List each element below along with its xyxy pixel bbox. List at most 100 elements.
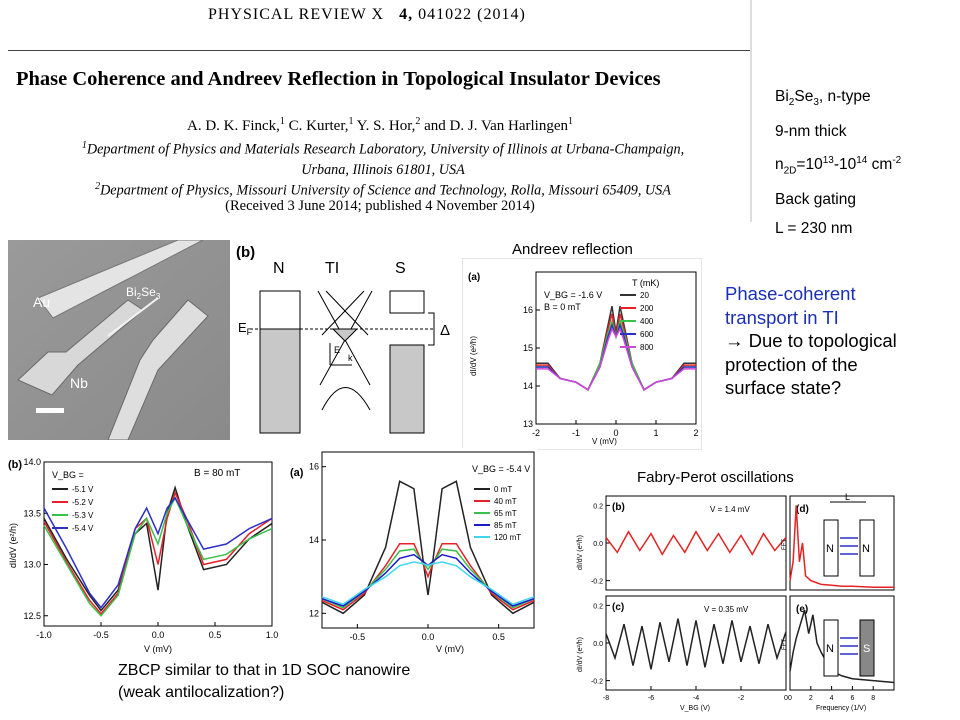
- x-tick-label: -4: [693, 695, 699, 702]
- header-rule: [8, 50, 752, 51]
- y-tick-label: -0.2: [591, 679, 603, 686]
- legend-entry: -5.1 V: [72, 485, 94, 494]
- series-line--5.3-V: [43, 496, 273, 617]
- inset-label-n1: N: [826, 543, 834, 555]
- journal-citation: PHYSICAL REVIEW X 4, 041022 (2014): [208, 6, 526, 24]
- affiliation-1-line-1: Department of Physics and Materials Rese…: [86, 141, 685, 158]
- author-4-mark: 1: [568, 116, 574, 127]
- inset-nn: L N N: [823, 492, 875, 577]
- annotation-b: B = 80 mT: [194, 468, 240, 479]
- y-tick-label: 16: [309, 462, 319, 472]
- inset-ns: N S: [823, 619, 875, 677]
- x-tick-label: 0: [784, 695, 788, 702]
- label-delta: Δ: [440, 322, 450, 339]
- author-1-mark: 1: [279, 116, 285, 127]
- device-sem-image: Au Bi2Se3 Nb: [8, 240, 230, 440]
- received-dates: (Received 3 June 2014; published 4 Novem…: [225, 198, 535, 214]
- series-line-trace: [789, 609, 895, 684]
- band-diagram: (b) N TI S EF E k Δ: [236, 244, 450, 434]
- x-tick-label: 0.5: [492, 632, 505, 642]
- phase-coherent-note: Phase-coherent transport in TI → Due to …: [725, 282, 955, 400]
- valence-band: [321, 387, 371, 411]
- inset-label-n2: N: [862, 543, 870, 555]
- x-tick-label: -2: [738, 695, 744, 702]
- label-energy: E: [334, 345, 340, 355]
- series-line--5.4-V: [43, 496, 273, 609]
- x-axis-label: V (mV): [436, 644, 464, 654]
- x-tick-label: -1: [572, 428, 580, 438]
- x-tick-label: -2: [532, 428, 540, 438]
- zbcp-line-1: ZBCP similar to that in 1D SOC nanowire: [118, 662, 411, 679]
- inset-label-l: L: [845, 492, 850, 502]
- nb-electrode-right: [107, 299, 209, 440]
- x-axis-label-e: Frequency (1/V): [816, 705, 866, 712]
- scale-bar: [36, 408, 64, 413]
- series-line-trace: [605, 618, 787, 670]
- series-line-trace: [605, 530, 787, 556]
- y-tick-label: 14: [523, 381, 533, 391]
- annotation-b: V = 1.4 mV: [710, 505, 750, 514]
- panel-label: (a): [468, 272, 480, 283]
- author-2-mark: 1: [348, 116, 354, 127]
- legend-entry: 400: [640, 317, 654, 326]
- y-axis-label: dI/dV (e²/h): [8, 523, 18, 568]
- affiliation-1-mark: 1: [81, 140, 87, 151]
- panel-label: (b): [8, 459, 22, 471]
- inset-label-s: S: [863, 643, 870, 655]
- journal-volume: 4,: [399, 6, 414, 23]
- series-line--5.2-V: [43, 490, 273, 615]
- affiliation-2-mark: 2: [95, 181, 101, 192]
- affiliation-1: 1Department of Physics and Materials Res…: [14, 136, 752, 180]
- x-tick-label: 8: [871, 695, 875, 702]
- label-bi2se3: Bi2Se3: [126, 285, 161, 301]
- inset-label-n: N: [826, 643, 834, 655]
- author-2: C. Kurter,: [288, 118, 349, 134]
- header-divider: [750, 0, 752, 222]
- y-tick-label: 0.0: [593, 541, 603, 548]
- x-tick-label: 0.0: [422, 632, 435, 642]
- panel-label-d: (d): [796, 504, 809, 515]
- journal-article: 041022 (2014): [418, 6, 526, 23]
- panel-label-c: (c): [612, 602, 624, 613]
- nanoribbon: [107, 297, 159, 337]
- n-band-filled: [259, 328, 301, 434]
- affiliation-2: 2Department of Physics, Missouri Univers…: [14, 177, 752, 201]
- series-line-trace: [789, 505, 894, 588]
- y-tick-label: 14.0: [23, 457, 41, 467]
- y-tick-label: 0.2: [593, 603, 603, 610]
- band-label-n: N: [273, 260, 285, 277]
- dirac-filled: [331, 328, 359, 342]
- x-tick-label: -0.5: [93, 630, 109, 640]
- y-tick-label: 13.5: [23, 508, 41, 518]
- y-tick-label: 0.0: [593, 641, 603, 648]
- series-line-65-mT: [321, 548, 535, 609]
- affiliation-1-line-2: Urbana, Illinois 61801, USA: [301, 161, 465, 178]
- y-tick-label: 16: [523, 305, 533, 315]
- legend-entry: 200: [640, 304, 654, 313]
- spec-density: n2D=1013-1014 cm-2: [775, 155, 902, 177]
- x-tick-label: 0.5: [209, 630, 222, 640]
- x-axis-label: V (mV): [144, 644, 172, 654]
- series-line--5.1-V: [43, 485, 273, 612]
- panel-label-b: (b): [612, 502, 625, 513]
- nb-electrode-left: [17, 299, 144, 396]
- y-tick-label: 14: [309, 535, 319, 545]
- note-line-2: transport in TI: [725, 306, 839, 328]
- legend-entry: 120 mT: [494, 533, 521, 542]
- panel-label: (a): [290, 467, 304, 479]
- zbcp-caption: ZBCP similar to that in 1D SOC nanowire …: [118, 660, 410, 704]
- plot-frame-e: [789, 595, 895, 691]
- x-tick-label: -8: [603, 695, 609, 702]
- author-3: Y. S. Hor,: [356, 118, 416, 134]
- y-tick-label: -0.2: [591, 579, 603, 586]
- au-electrode: [37, 240, 204, 319]
- author-3-mark: 2: [415, 116, 421, 127]
- annotation-c: V = 0.35 mV: [704, 605, 749, 614]
- legend-entry: 20: [640, 291, 649, 300]
- x-axis-label: V (mV): [592, 437, 617, 446]
- spec-material: Bi2Se3, n-type: [775, 88, 871, 109]
- y-tick-label: 0.2: [593, 503, 603, 510]
- x-axis-label-c: V_BG (V): [680, 705, 710, 712]
- legend-title: T (mK): [632, 278, 659, 288]
- label-k: k: [348, 353, 353, 363]
